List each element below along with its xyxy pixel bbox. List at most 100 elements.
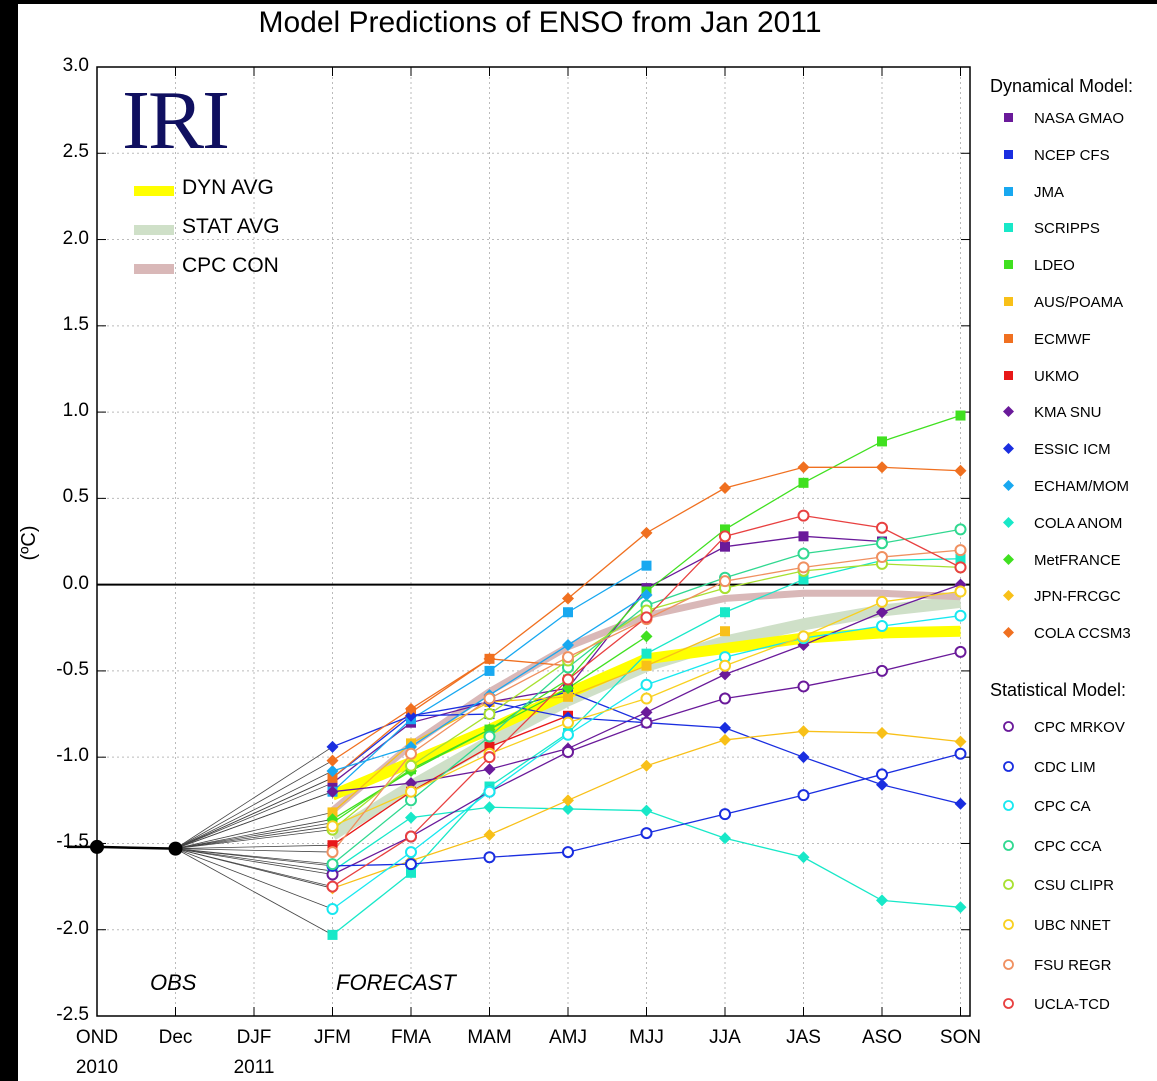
point-jpn-frcgc <box>483 828 496 841</box>
point-fsu-regr <box>876 551 888 564</box>
point-aus-poama <box>720 626 730 637</box>
legend-marker-shape <box>1003 406 1014 418</box>
point-aus-poama <box>563 691 573 702</box>
point-cola-ccsm3 <box>562 592 574 605</box>
point-cpc-cca <box>797 547 810 560</box>
x-tick-label: JJA <box>709 1027 741 1048</box>
point-jpn-frcgc <box>719 733 731 746</box>
point-essic-icm <box>405 709 417 722</box>
point-kma-snu <box>640 706 653 719</box>
legend-label: FSU REGR <box>1034 956 1112 974</box>
point-ucla-tcd <box>876 521 888 534</box>
avg-label-dyn: DYN AVG <box>182 176 274 199</box>
legend-marker <box>1003 553 1014 565</box>
point-cpc-mrkov <box>954 645 967 658</box>
legend-marker-shape <box>1003 800 1014 812</box>
legend-label: ECMWF <box>1034 330 1091 348</box>
fan-line <box>175 848 333 875</box>
legend-marker <box>1003 760 1014 772</box>
point-scripps <box>406 867 416 878</box>
point-kma-snu <box>483 763 496 776</box>
point-fsu-regr <box>405 747 417 760</box>
point-cpc-ca <box>405 846 417 859</box>
point-cola-anom <box>954 901 967 914</box>
point-ucla-tcd <box>326 880 339 893</box>
legend-marker-shape <box>1003 553 1014 565</box>
point-echam-mom <box>326 764 339 777</box>
fan-line <box>175 825 333 850</box>
legend-label: CPC CA <box>1034 798 1091 816</box>
legend-label: CSU CLIPR <box>1034 877 1115 895</box>
point-nasa-gmao <box>720 541 730 552</box>
legend-label: JMA <box>1034 183 1064 201</box>
point-cdc-lim <box>483 851 496 864</box>
fan-line <box>175 782 333 850</box>
point-cola-ccsm3 <box>954 464 967 477</box>
point-jma <box>563 607 573 618</box>
point-cpc-ca <box>483 785 496 798</box>
obs-point <box>168 841 183 856</box>
legend-label: UCLA-TCD <box>1034 996 1110 1014</box>
legend-marker <box>1004 149 1013 159</box>
point-cdc-lim <box>640 827 653 840</box>
legend-marker <box>1004 113 1013 122</box>
series-line-ecmwf <box>332 658 569 779</box>
legend-marker-shape <box>1003 760 1014 772</box>
point-essic-icm <box>719 721 731 734</box>
legend-marker-shape <box>1004 297 1013 306</box>
point-jpn-frcgc <box>954 735 967 748</box>
x-tick-label: FMA <box>390 1027 432 1048</box>
point-cola-ccsm3 <box>405 702 417 715</box>
x-tick-label: MJJ <box>629 1027 664 1048</box>
plot-frame <box>96 66 971 1017</box>
point-scripps <box>327 929 338 940</box>
legend-marker-shape <box>1003 998 1014 1010</box>
legend-marker-shape <box>1003 958 1014 970</box>
point-cola-anom <box>719 832 731 845</box>
avg-label-cpc: CPC CON <box>182 254 279 277</box>
legend-marker <box>1004 223 1013 233</box>
point-essic-icm <box>797 751 810 764</box>
x-tick-label: JFM <box>314 1027 351 1048</box>
fan-line <box>175 848 333 910</box>
point-cpc-mrkov <box>876 664 888 677</box>
point-cpc-cca <box>483 730 496 743</box>
point-ubc-nnet <box>326 820 339 833</box>
fan-line <box>175 818 333 850</box>
legend-marker <box>1003 480 1014 491</box>
legend-label: NASA GMAO <box>1034 110 1125 127</box>
point-kma-snu <box>719 668 731 681</box>
legend-marker <box>1003 998 1014 1010</box>
legend-marker-shape <box>1003 879 1014 891</box>
point-cpc-ca <box>876 620 888 633</box>
fan-line <box>175 848 333 936</box>
legend-marker-shape <box>1004 333 1013 343</box>
y-tick-label: -1.0 <box>56 745 89 767</box>
point-cpc-ca <box>326 903 339 916</box>
point-cdc-lim <box>797 789 810 802</box>
point-ubc-nnet <box>719 659 731 672</box>
avg-line-dyn-avg <box>330 625 961 801</box>
forecast-label: FORECAST <box>336 970 456 995</box>
point-fsu-regr <box>797 561 810 574</box>
obs-line <box>96 845 176 850</box>
y-tick-label: -2.0 <box>56 917 89 939</box>
point-nasa-gmao <box>798 531 809 542</box>
point-jma <box>484 665 495 676</box>
point-ldeo <box>955 410 966 421</box>
legend-label: UKMO <box>1034 367 1079 385</box>
point-ucla-tcd <box>797 509 810 522</box>
point-cola-ccsm3 <box>326 754 339 767</box>
legend-marker <box>1003 590 1014 602</box>
point-cdc-lim <box>405 858 417 871</box>
point-cola-ccsm3 <box>719 482 731 495</box>
legend-marker <box>1003 721 1014 732</box>
fan-line <box>175 746 333 849</box>
x-year-label: 2010 <box>75 1057 119 1078</box>
legend-marker-shape <box>1004 149 1013 159</box>
fan-line <box>175 770 333 849</box>
legend-label: JPN-FRCGC <box>1034 588 1121 606</box>
x-tick-label: ASO <box>861 1027 903 1048</box>
